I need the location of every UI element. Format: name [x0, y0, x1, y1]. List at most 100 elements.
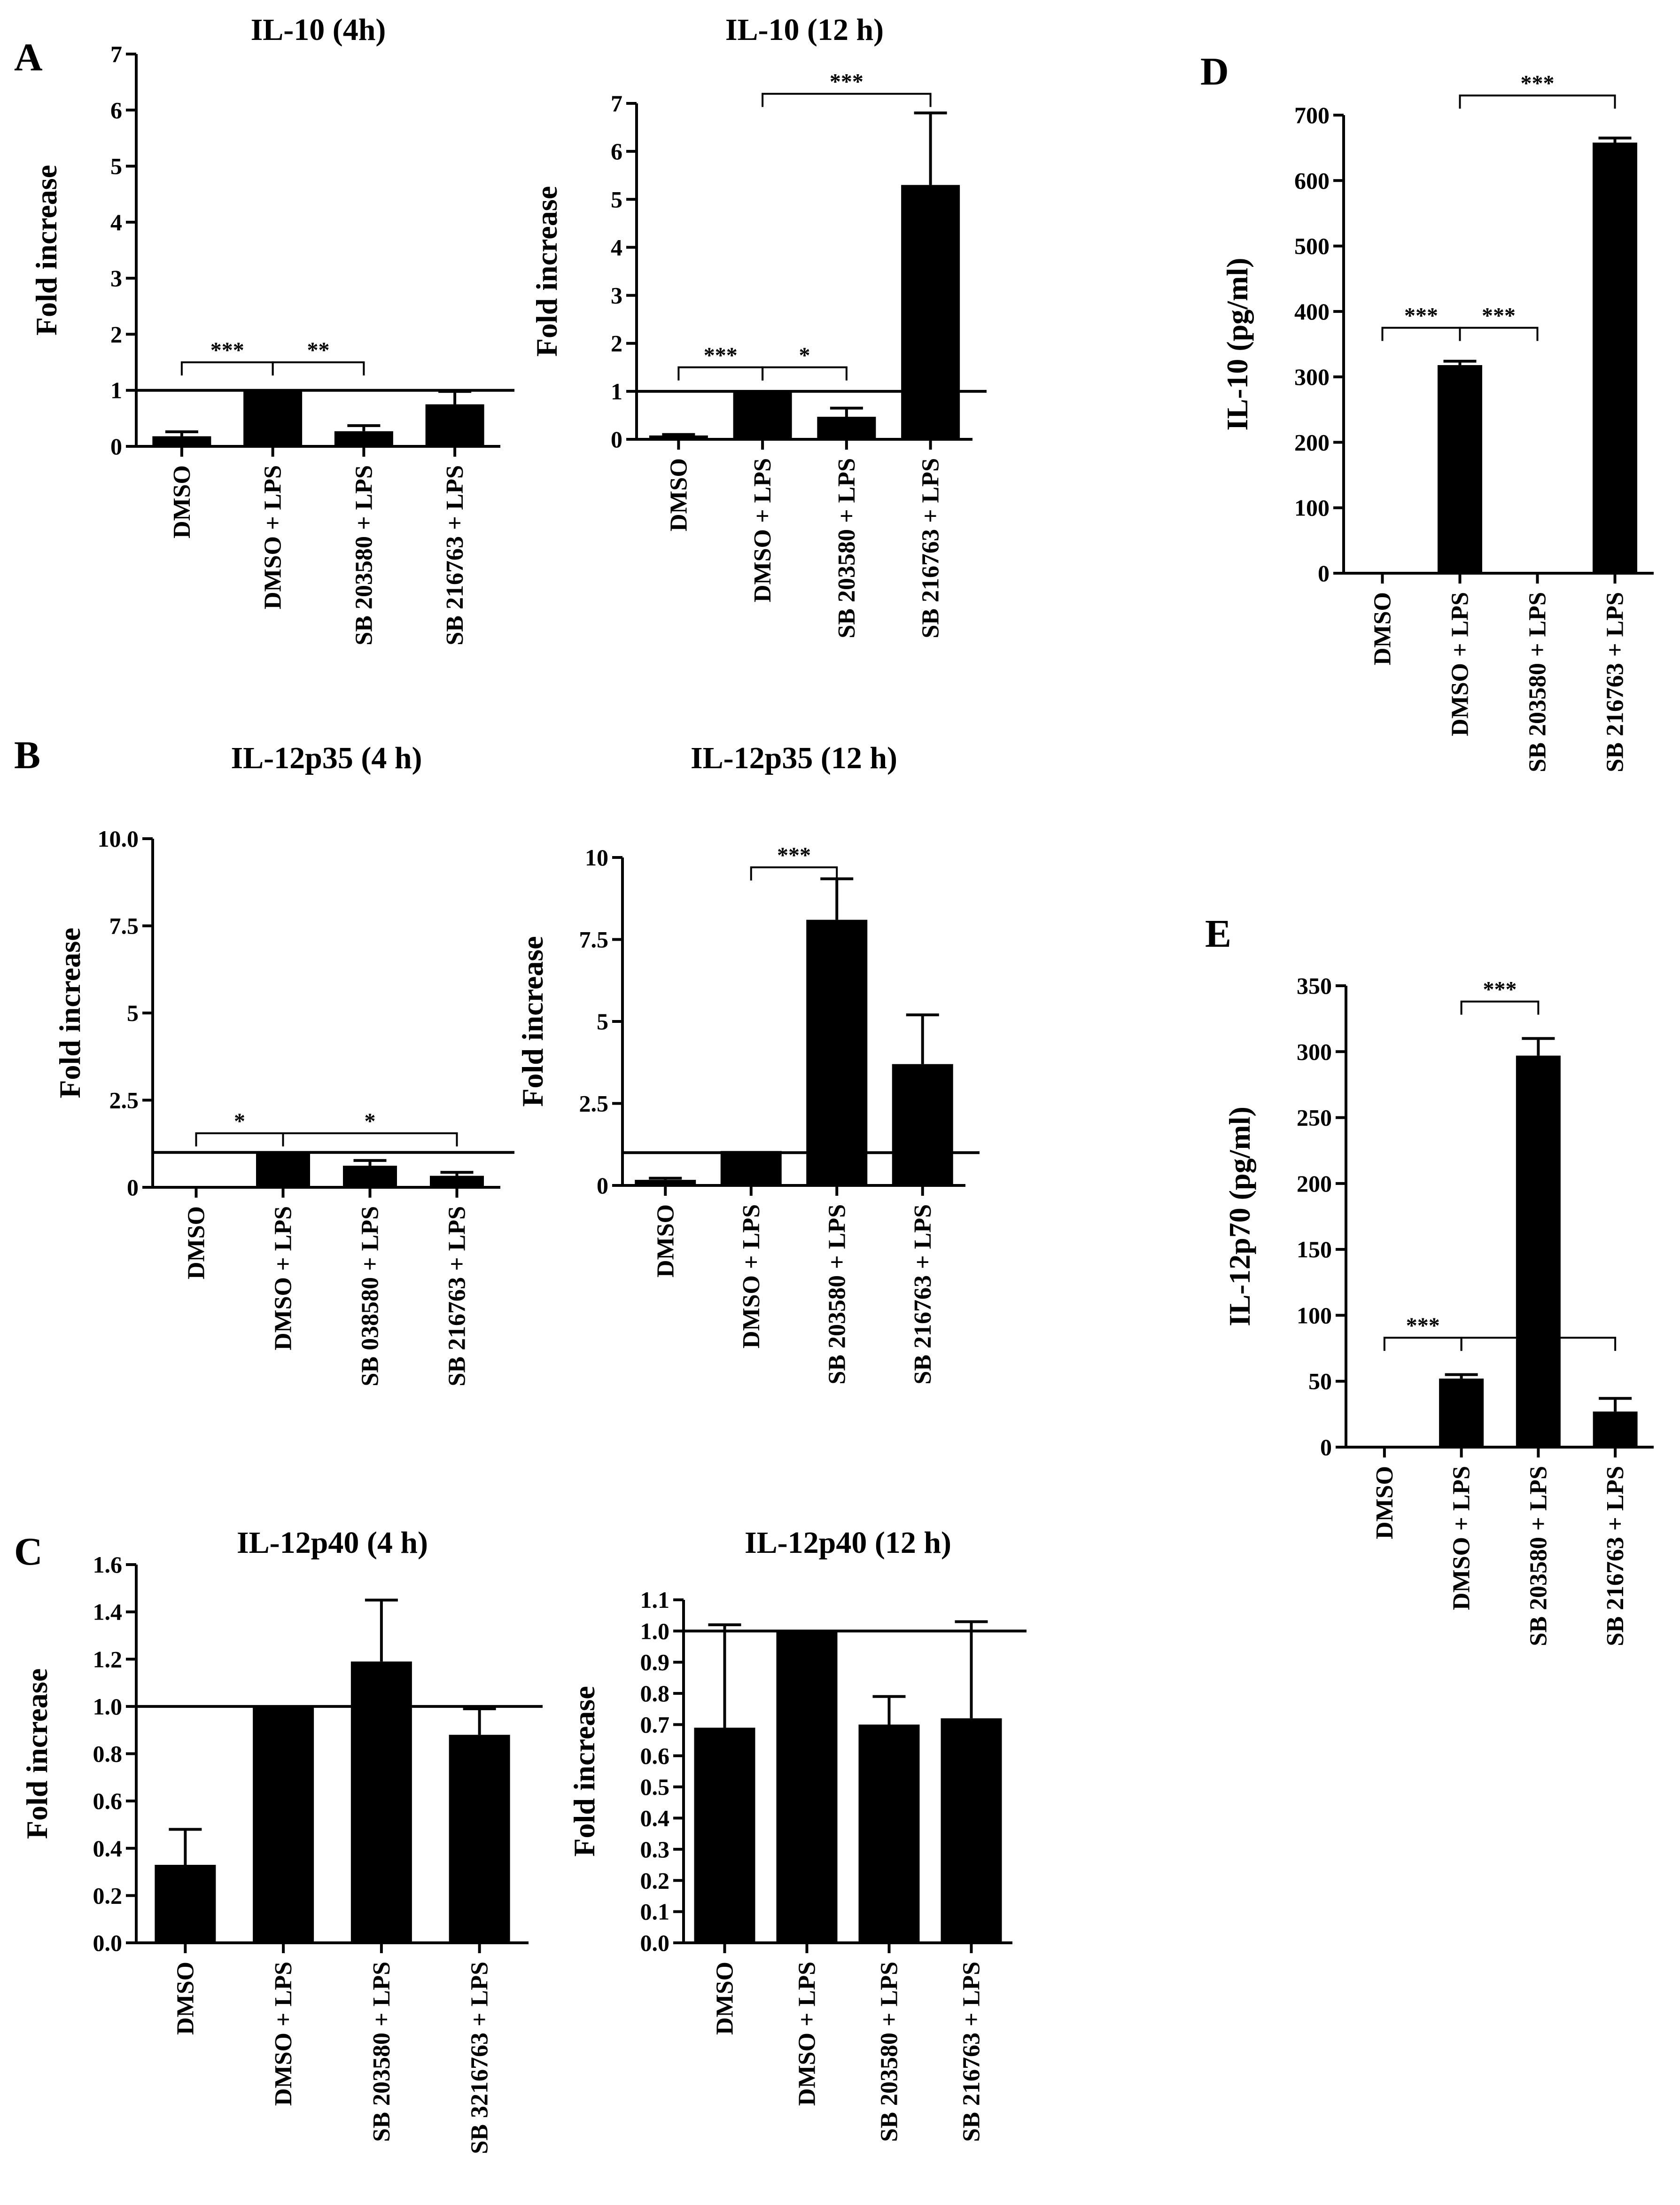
x-category-label-3: SB 216763 + LPS — [910, 1204, 936, 1385]
significance-label-1: * — [365, 1109, 376, 1134]
y-tick-label: 600 — [1294, 167, 1330, 194]
y-tick-label: 1.1 — [640, 1587, 670, 1613]
y-tick-label: 0.0 — [93, 1930, 123, 1956]
bar-1 — [253, 1706, 314, 1943]
y-axis-label: Fold increase — [516, 936, 549, 1106]
chart-title: IL-10 (4h) — [251, 13, 386, 47]
significance-bracket-1 — [1459, 327, 1539, 341]
y-tick-label: 100 — [1297, 1302, 1332, 1328]
chart-title: IL-10 (12 h) — [725, 13, 884, 47]
x-category-label-2: SB 203580 + LPS — [824, 1204, 850, 1385]
y-tick-label: 1.0 — [640, 1618, 670, 1644]
significance-label-2: *** — [830, 70, 863, 94]
x-category-label-3: SB 216763 + LPS — [958, 1962, 985, 2142]
bar-0 — [649, 435, 708, 439]
bar-0 — [694, 1728, 755, 1943]
chart-il10-12h: IL-10 (12 h) Fold increase 0 1 2 3 4 5 6 7 DMSO DMS… — [530, 13, 987, 639]
bar-3 — [941, 1718, 1002, 1943]
bar-0 — [635, 1180, 696, 1185]
y-tick-label: 3 — [611, 282, 622, 309]
significance-bracket-0 — [750, 866, 838, 880]
y-tick-label: 0.2 — [640, 1867, 670, 1893]
y-tick-label: 0.4 — [93, 1835, 123, 1862]
y-axis-label: IL-12p70 (pg/ml) — [1223, 1106, 1256, 1326]
y-tick-label: 150 — [1297, 1236, 1332, 1262]
y-tick-label: 0.8 — [640, 1680, 670, 1706]
bar-2 — [858, 1724, 920, 1943]
y-tick-label: 1 — [611, 378, 622, 405]
significance-label-0: * — [234, 1109, 245, 1134]
y-tick-label: 0.8 — [93, 1741, 123, 1767]
x-category-label-2: SB 203580 + LPS — [876, 1962, 903, 2142]
panel-letter-d: D — [1200, 50, 1229, 93]
y-tick-label: 300 — [1294, 364, 1330, 390]
x-category-label-0: DMSO — [172, 1962, 199, 2035]
y-tick-label: 1.6 — [93, 1551, 123, 1578]
y-tick-label: 3 — [110, 265, 122, 291]
significance-bracket-2 — [762, 93, 932, 107]
bar-2 — [334, 431, 393, 446]
x-category-label-1: DMSO + LPS — [738, 1204, 765, 1348]
significance-label-0: *** — [1406, 1313, 1440, 1338]
y-tick-label: 300 — [1297, 1038, 1332, 1065]
y-tick-label: 0.6 — [640, 1743, 670, 1769]
bar-0 — [152, 436, 211, 446]
y-axis-label: IL-10 (pg/ml) — [1221, 258, 1254, 431]
chart-title: IL-12p35 (12 h) — [691, 741, 897, 775]
bar-2 — [817, 416, 876, 439]
significance-label-2: * — [1532, 1313, 1544, 1338]
y-tick-label: 2.5 — [109, 1087, 139, 1114]
y-tick-label: 0 — [597, 1172, 608, 1199]
bar-3 — [892, 1064, 953, 1185]
y-tick-label: 400 — [1294, 298, 1330, 325]
y-tick-label: 0.4 — [640, 1805, 670, 1831]
chart-il12p40-4h: IL-12p40 (4 h) Fold increase 0.0 0.2 0.4 0.6 0… — [20, 1526, 543, 2154]
y-tick-label: 1.2 — [93, 1646, 123, 1672]
y-axis-label: Fold increase — [530, 186, 563, 357]
y-tick-label: 0 — [611, 426, 622, 452]
y-tick-label: 0 — [110, 433, 122, 460]
bar-2 — [350, 1661, 412, 1943]
y-tick-label: 7 — [110, 41, 122, 67]
x-category-label-0: DMSO — [712, 1962, 739, 2035]
y-tick-label: 0.7 — [640, 1711, 670, 1738]
x-category-label-0: DMSO — [652, 1204, 679, 1278]
chart-il12p40-12h: IL-12p40 (12 h) Fold increase 0.0 0.1 0.2 0.3… — [568, 1526, 1027, 2142]
bar-1 — [256, 1152, 310, 1187]
y-tick-label: 5 — [127, 1000, 139, 1026]
y-tick-label: 2 — [611, 330, 622, 357]
bar-1 — [1439, 1379, 1484, 1447]
bar-1 — [720, 1151, 782, 1185]
x-category-label-2: SB 038580 + LPS — [357, 1206, 384, 1387]
x-category-label-1: DMSO + LPS — [260, 465, 287, 609]
x-category-label-3: SB 216763 + LPS — [918, 458, 944, 639]
significance-label-2: *** — [1521, 71, 1555, 96]
significance-label-0: *** — [777, 843, 811, 868]
panel-letter-e: E — [1205, 912, 1231, 956]
y-axis-label: Fold increase — [53, 927, 86, 1098]
panel-letter-a: A — [14, 36, 43, 79]
x-category-label-0: DMSO — [665, 458, 692, 531]
x-category-label-1: DMSO + LPS — [270, 1206, 297, 1350]
significance-label-1: * — [799, 343, 810, 368]
y-tick-label: 0.5 — [640, 1774, 670, 1800]
significance-label-1: *** — [1482, 304, 1516, 328]
significance-label-0: *** — [1404, 304, 1438, 328]
significance-bracket-2 — [1460, 1337, 1617, 1351]
x-category-label-1: DMSO + LPS — [794, 1962, 821, 2106]
y-tick-label: 200 — [1297, 1170, 1332, 1197]
y-axis-label: Fold increase — [568, 1686, 601, 1856]
x-category-label-3: SB 216763 + LPS — [444, 1206, 471, 1387]
chart-title: IL-12p40 (4 h) — [237, 1526, 428, 1560]
bar-1 — [1438, 365, 1482, 573]
bar-3 — [430, 1176, 484, 1187]
y-tick-label: 5 — [597, 1008, 608, 1035]
y-tick-label: 7.5 — [579, 927, 609, 953]
significance-label-1: *** — [1483, 977, 1517, 1002]
y-tick-label: 700 — [1294, 102, 1330, 128]
x-category-label-0: DMSO — [1371, 1466, 1398, 1539]
y-tick-label: 6 — [611, 138, 622, 164]
bar-3 — [1593, 1411, 1638, 1447]
bar-2 — [1516, 1055, 1561, 1447]
panel-letter-c: C — [14, 1530, 43, 1574]
